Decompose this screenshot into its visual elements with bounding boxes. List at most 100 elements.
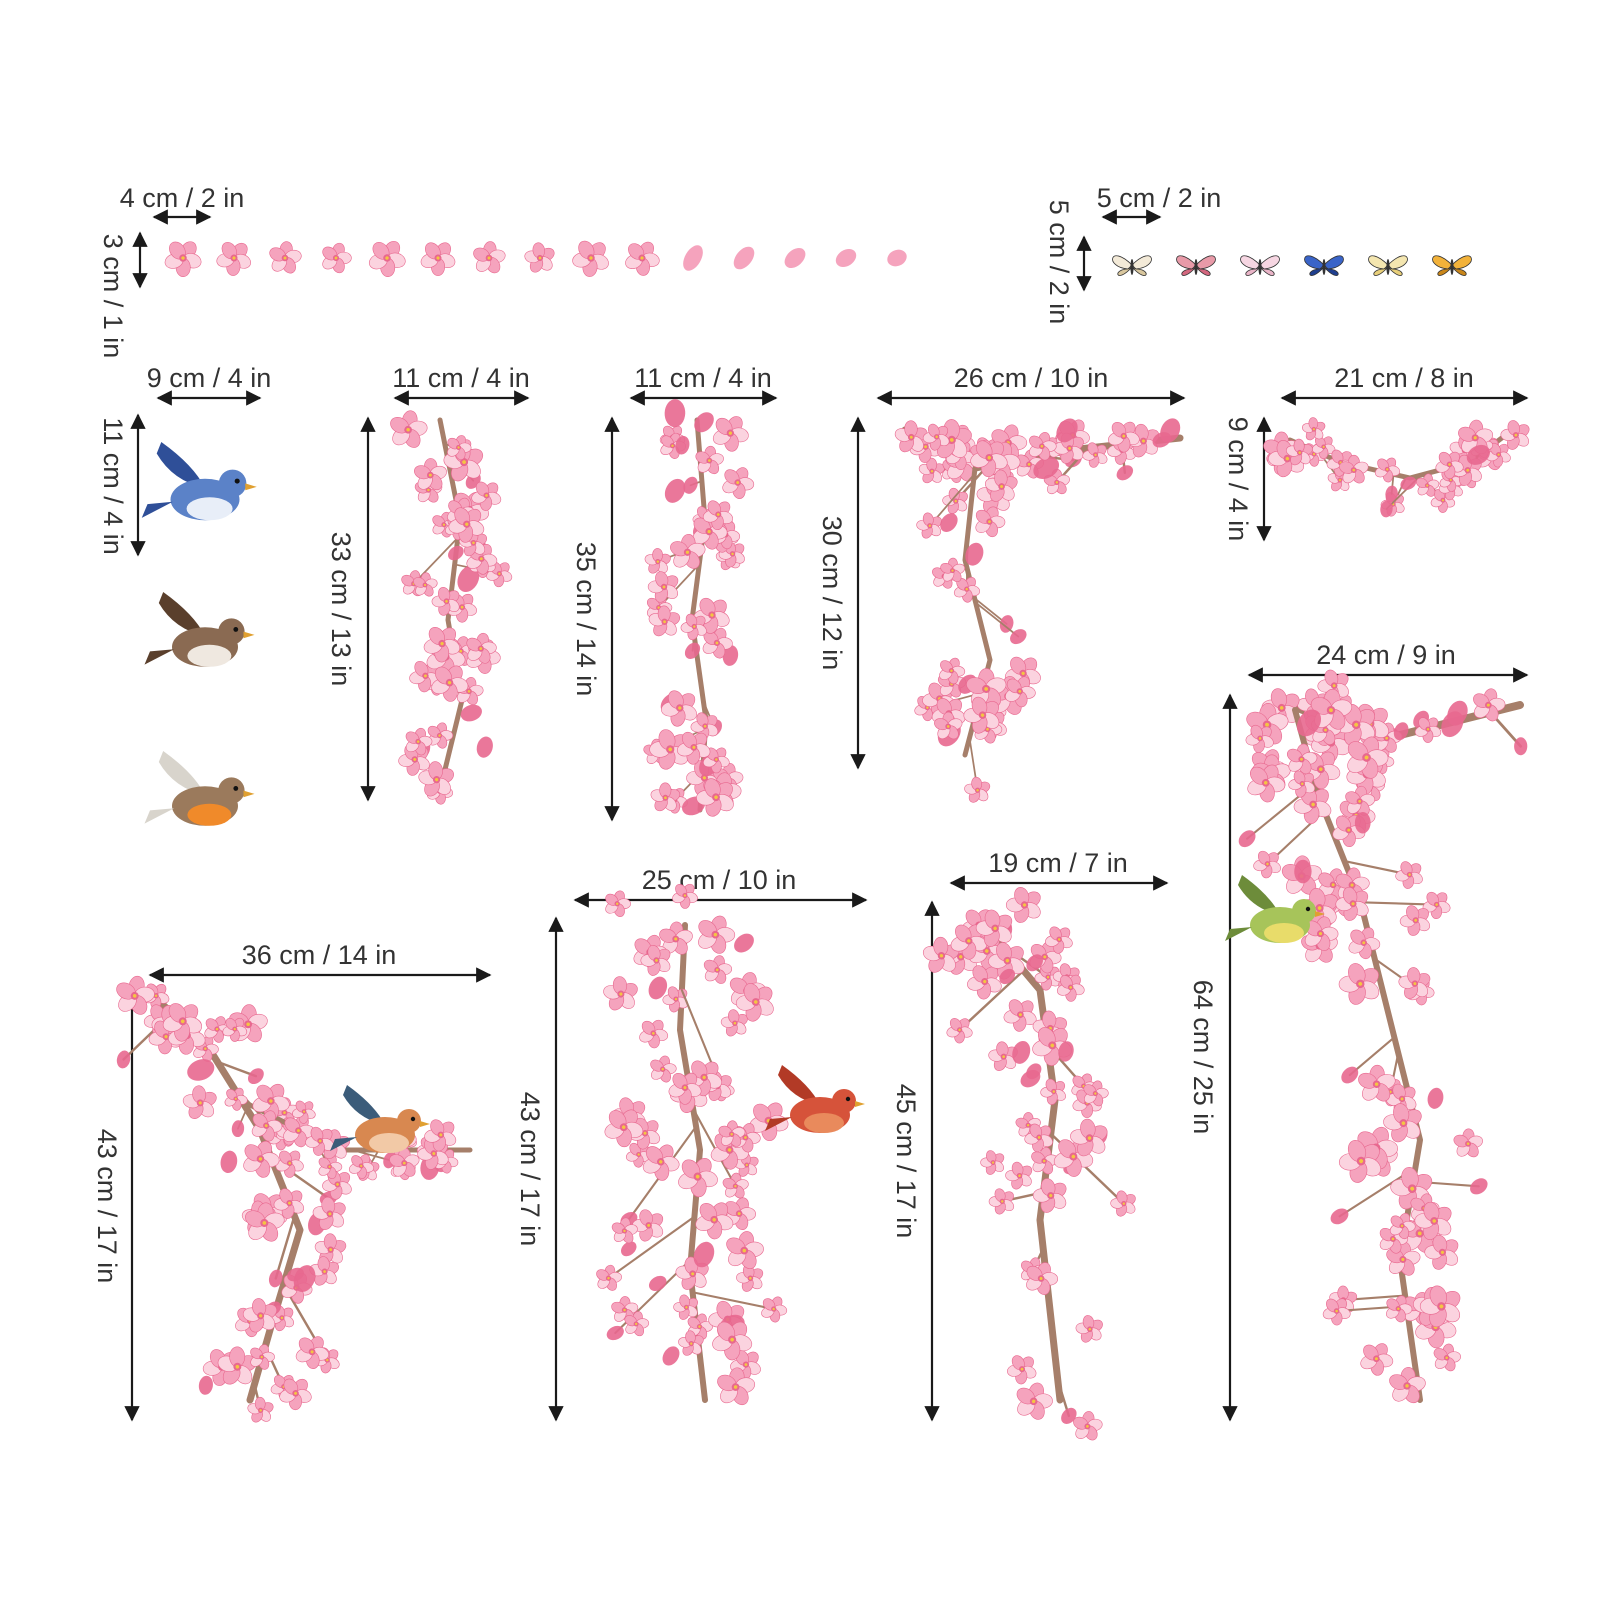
blossom — [293, 1265, 316, 1292]
blossom — [1070, 1118, 1108, 1157]
blossom — [216, 241, 251, 276]
blossom — [1294, 859, 1312, 884]
blossom — [1322, 1298, 1351, 1326]
petals-height-label: 3 cm / 1 in — [98, 234, 128, 359]
blossom — [625, 241, 660, 276]
blossom — [1345, 785, 1376, 816]
branch-h-width-label: 19 cm / 7 in — [988, 848, 1128, 878]
butterflies-height-label: 5 cm / 2 in — [1044, 200, 1074, 325]
blossom — [702, 627, 733, 659]
blossom — [683, 476, 698, 494]
branch-h-art — [922, 887, 1136, 1441]
blossom — [524, 242, 555, 273]
blossom — [1058, 1041, 1074, 1062]
blossom — [916, 512, 942, 539]
butterfly-piece — [1368, 255, 1408, 276]
blossom — [963, 696, 1000, 734]
blossom — [1330, 1208, 1349, 1225]
sticker-artwork — [116, 240, 1530, 1441]
blossom — [703, 747, 730, 774]
blossom — [1108, 421, 1140, 453]
blossom — [413, 572, 438, 597]
blossom — [1152, 432, 1171, 448]
blossom — [1433, 1343, 1461, 1372]
butterflies-width-label: 5 cm / 2 in — [1097, 183, 1222, 213]
blossom — [247, 1396, 274, 1423]
blossom — [648, 976, 668, 1000]
blossom — [648, 605, 681, 637]
blossom — [1354, 811, 1371, 834]
blossom — [650, 782, 681, 812]
branch-a-height-label: 33 cm / 13 in — [326, 532, 356, 687]
blossom — [988, 942, 1025, 980]
blossom — [942, 487, 968, 514]
branch-h-height-label: 45 cm / 17 in — [891, 1084, 921, 1239]
branch-c-art-drop — [914, 440, 1041, 803]
butterfly-piece — [1240, 255, 1280, 276]
blossom — [1414, 1201, 1452, 1240]
blossom — [431, 586, 460, 616]
blossom — [292, 1100, 316, 1124]
blossom — [283, 1114, 316, 1148]
blossom — [1286, 743, 1318, 775]
blossom — [279, 1378, 312, 1411]
blossom — [650, 1055, 677, 1083]
blossom — [423, 627, 461, 663]
blossom — [967, 965, 1002, 1000]
blossom — [252, 1083, 290, 1121]
blossom — [405, 727, 433, 756]
blossom — [687, 1313, 713, 1340]
blossom — [1398, 967, 1431, 999]
blossom — [659, 921, 693, 955]
blossom — [722, 467, 755, 499]
blossom — [922, 423, 950, 451]
blossom — [1296, 709, 1322, 737]
blossom — [268, 1269, 283, 1288]
blossom — [922, 936, 960, 973]
blossom — [611, 1217, 638, 1244]
blossom — [473, 241, 506, 274]
blossom — [946, 1018, 973, 1044]
blossom — [642, 1144, 680, 1181]
petal-piece — [887, 249, 907, 267]
blossom — [1003, 999, 1037, 1032]
bird-piece-chaffinch — [330, 1085, 430, 1153]
dimension-annotations — [124, 209, 1529, 1422]
blossom — [1288, 770, 1316, 798]
blossom — [242, 1298, 278, 1333]
branch-a-art — [390, 410, 513, 805]
blossom — [1056, 974, 1085, 1002]
branch-e-width-label: 24 cm / 9 in — [1316, 640, 1456, 670]
branch-e-height-label: 64 cm / 25 in — [1188, 980, 1218, 1135]
blossom — [243, 1140, 280, 1178]
blossom — [305, 1126, 335, 1156]
blossom — [368, 240, 406, 277]
blossom — [1415, 473, 1440, 497]
blossom — [1310, 688, 1353, 730]
blossom — [640, 944, 671, 976]
blossom — [418, 761, 454, 797]
blossom — [940, 557, 966, 583]
blossom — [420, 242, 456, 276]
blossom — [1026, 1262, 1059, 1295]
blossom — [187, 1059, 215, 1081]
branch-c-height-label: 30 cm / 12 in — [817, 516, 847, 671]
blossom — [1358, 1064, 1396, 1102]
blossom — [1393, 722, 1409, 741]
blossom — [314, 1233, 347, 1265]
blossom — [1458, 419, 1494, 455]
blossom — [703, 955, 733, 984]
blossom — [940, 513, 958, 532]
blossom — [1083, 1080, 1109, 1107]
blossom — [162, 1003, 203, 1042]
blossom — [269, 241, 302, 274]
branch-f-width-label: 36 cm / 14 in — [242, 940, 397, 970]
blossom — [1338, 1140, 1381, 1183]
blossom — [1110, 1190, 1136, 1217]
blossom — [414, 458, 447, 491]
blossom — [448, 507, 485, 543]
blossom — [678, 1330, 704, 1356]
blossom — [675, 435, 690, 455]
blossom — [984, 469, 1018, 502]
blossom — [1010, 629, 1027, 645]
